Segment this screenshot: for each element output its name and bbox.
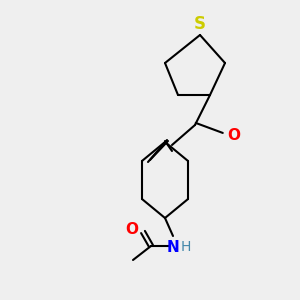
Text: S: S <box>194 15 206 33</box>
Text: N: N <box>167 240 179 255</box>
Text: H: H <box>181 240 191 254</box>
Text: O: O <box>227 128 240 142</box>
Text: O: O <box>125 221 138 236</box>
